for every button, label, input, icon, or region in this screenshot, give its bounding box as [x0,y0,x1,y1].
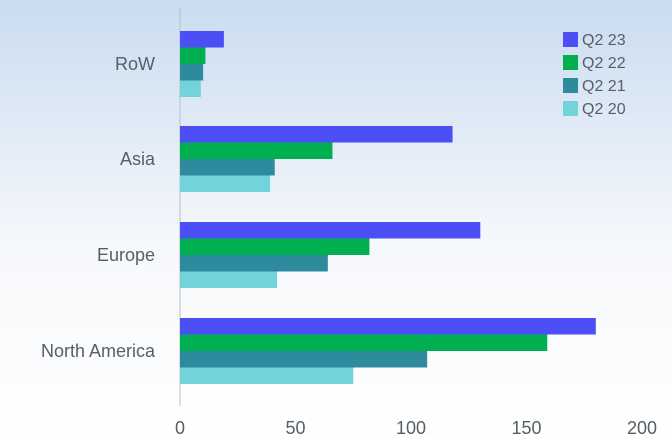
bar-europe-q2-23 [180,222,481,239]
category-label-north-america: North America [41,341,156,361]
bar-asia-q2-23 [180,126,453,143]
bars-group [180,31,596,384]
bar-north-america-q2-23 [180,318,596,335]
bar-row-q2-22 [180,47,206,64]
legend-label-q2-22: Q2 22 [582,55,626,72]
bar-europe-q2-21 [180,255,328,272]
category-label-europe: Europe [97,245,155,265]
legend-swatch-q2-21 [563,78,578,93]
legend-swatch-q2-22 [563,55,578,70]
x-tick-label-200: 200 [627,418,657,438]
x-tick-label-0: 0 [175,418,185,438]
legend: Q2 23 Q2 22 Q2 21 Q2 20 [563,32,626,118]
bar-europe-q2-20 [180,271,278,288]
bar-row-q2-21 [180,64,204,81]
bar-north-america-q2-21 [180,351,428,368]
bar-asia-q2-21 [180,159,275,176]
bar-row-q2-23 [180,31,224,48]
bar-row-q2-20 [180,80,201,97]
category-labels: RoW Asia Europe North America [41,54,156,361]
legend-label-q2-20: Q2 20 [582,101,626,118]
bar-north-america-q2-20 [180,367,354,384]
legend-swatch-q2-23 [563,32,578,47]
bar-asia-q2-20 [180,175,271,192]
x-tick-label-100: 100 [396,418,426,438]
x-tick-label-150: 150 [511,418,541,438]
x-tick-labels: 0 50 100 150 200 [175,418,657,438]
bar-asia-q2-22 [180,142,333,159]
legend-swatch-q2-20 [563,101,578,116]
legend-label-q2-23: Q2 23 [582,32,626,49]
category-label-row: RoW [115,54,155,74]
x-tick-label-50: 50 [285,418,305,438]
category-label-asia: Asia [120,149,156,169]
bar-north-america-q2-22 [180,334,548,351]
legend-label-q2-21: Q2 21 [582,78,626,95]
bar-europe-q2-22 [180,238,370,255]
